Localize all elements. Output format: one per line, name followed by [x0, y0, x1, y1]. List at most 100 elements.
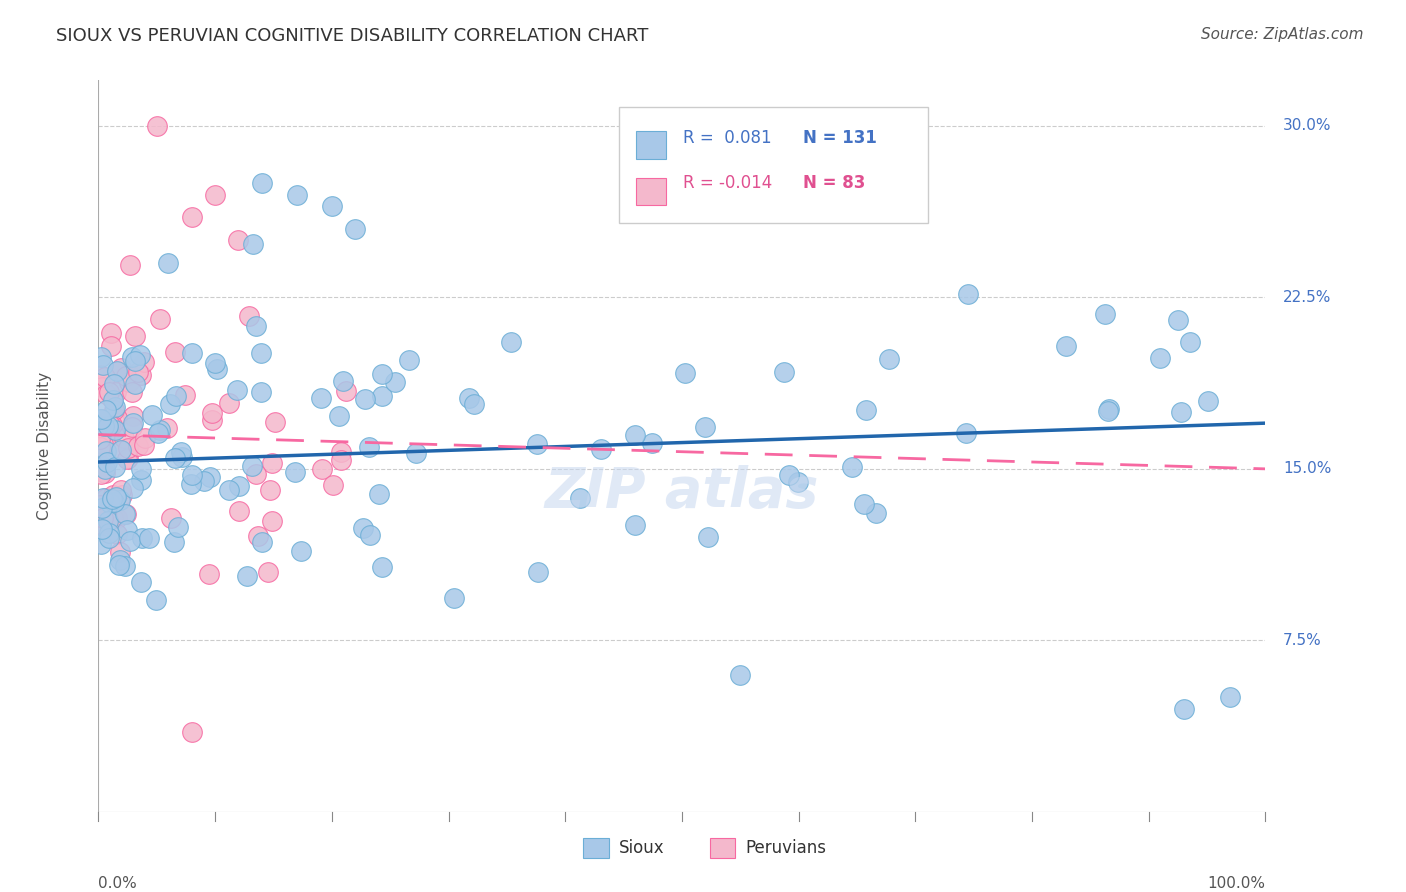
Point: [97, 384, 120, 399]
Point: [335, 384, 357, 398]
Point: [328, 409, 350, 424]
Point: [121, 409, 143, 423]
Point: [110, 545, 132, 559]
Point: [865, 506, 887, 520]
Point: [569, 491, 592, 506]
Point: [624, 517, 647, 532]
Point: [141, 408, 163, 422]
Point: [359, 440, 381, 454]
Point: [163, 535, 186, 549]
Point: [149, 312, 172, 326]
Point: [110, 442, 132, 457]
Point: [124, 376, 146, 391]
Point: [149, 423, 172, 437]
Point: [104, 490, 127, 504]
Point: [100, 418, 122, 433]
Point: [94, 387, 117, 401]
Point: [100, 326, 122, 340]
Point: [129, 348, 152, 362]
Point: [371, 389, 394, 403]
Text: 7.5%: 7.5%: [1282, 632, 1322, 648]
Point: [157, 256, 180, 270]
Point: [1167, 313, 1189, 327]
Point: [1098, 401, 1121, 416]
Point: [117, 442, 139, 456]
Point: [330, 445, 353, 459]
Point: [330, 453, 353, 467]
Point: [127, 365, 149, 379]
Point: [127, 439, 149, 453]
Point: [115, 452, 138, 467]
Point: [121, 419, 143, 434]
Point: [673, 367, 696, 381]
Point: [458, 391, 481, 405]
Point: [228, 233, 250, 247]
Point: [104, 366, 127, 380]
Text: R =  0.081: R = 0.081: [683, 129, 772, 147]
Point: [443, 591, 465, 605]
Point: [256, 565, 278, 579]
Point: [786, 475, 808, 490]
Point: [131, 461, 153, 475]
Point: [204, 356, 226, 370]
Text: N = 83: N = 83: [803, 174, 865, 192]
Point: [353, 392, 375, 407]
Point: [89, 433, 111, 447]
Point: [103, 393, 125, 408]
Point: [90, 516, 112, 531]
Point: [697, 530, 720, 544]
Point: [89, 412, 111, 426]
Point: [501, 335, 523, 350]
Point: [110, 483, 132, 498]
Point: [1197, 394, 1219, 409]
Point: [121, 385, 143, 400]
Point: [108, 553, 131, 567]
Point: [370, 367, 392, 381]
Point: [250, 534, 273, 549]
Point: [527, 565, 550, 579]
Point: [398, 353, 420, 368]
Point: [245, 467, 267, 482]
Point: [96, 429, 118, 443]
Point: [117, 450, 139, 465]
Point: [1170, 405, 1192, 419]
Point: [110, 361, 132, 376]
Point: [201, 406, 224, 420]
Point: [97, 525, 120, 540]
Point: [228, 479, 250, 493]
Point: [167, 520, 190, 534]
Text: 0.0%: 0.0%: [98, 876, 138, 891]
Point: [89, 458, 111, 472]
Point: [228, 504, 250, 518]
Point: [91, 437, 114, 451]
Point: [264, 416, 287, 430]
Point: [138, 531, 160, 545]
Point: [290, 544, 312, 558]
Point: [283, 465, 305, 479]
Point: [180, 724, 202, 739]
Point: [98, 417, 121, 432]
Point: [100, 339, 122, 353]
Point: [321, 199, 343, 213]
Point: [94, 466, 117, 480]
Text: Sioux: Sioux: [619, 839, 664, 857]
Point: [89, 457, 111, 471]
Point: [91, 380, 114, 394]
Point: [103, 377, 125, 392]
Point: [174, 387, 197, 401]
Point: [104, 423, 127, 437]
Point: [129, 368, 152, 383]
Point: [93, 418, 115, 433]
Point: [132, 355, 155, 369]
Point: [841, 459, 863, 474]
Point: [772, 365, 794, 379]
Point: [91, 358, 114, 372]
Point: [371, 560, 394, 574]
Point: [1094, 308, 1116, 322]
Point: [90, 537, 112, 551]
Point: [384, 375, 406, 389]
Point: [1173, 702, 1195, 716]
Point: [245, 319, 267, 334]
Point: [589, 442, 612, 456]
Point: [250, 385, 273, 400]
